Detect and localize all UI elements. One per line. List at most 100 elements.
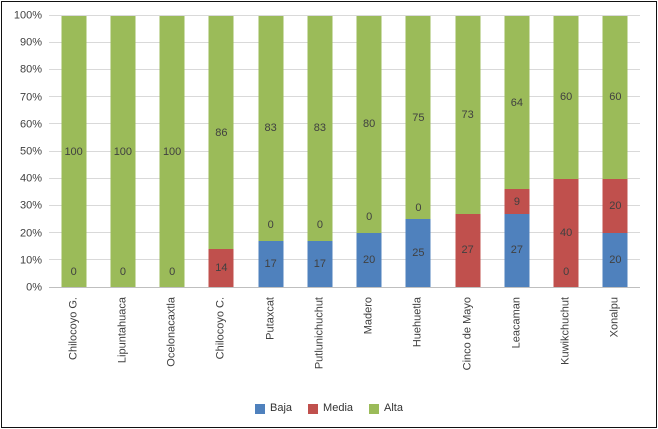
legend-marker-baja xyxy=(255,403,266,414)
x-axis: Chilocoyo G. Lipuntahuaca Ocelonacaxtla Chi… xyxy=(49,293,640,391)
category-slot: 64 9 27 xyxy=(492,16,541,287)
x-category-label: Lipuntahuaca xyxy=(116,297,129,364)
x-label-slot: Kuwikchuchut xyxy=(542,293,591,391)
x-label-slot: Madero xyxy=(345,293,394,391)
gridline-40 xyxy=(49,177,640,179)
bar-segment-media xyxy=(504,189,530,214)
stacked-bar xyxy=(307,16,333,287)
x-label-slot: Chilocoyo C. xyxy=(197,293,246,391)
x-category-label: Chilocoyo G. xyxy=(67,297,80,360)
y-axis: 0% 10% 20% 30% 40% 50% 60% 70% 80% 90% 100% xyxy=(2,10,45,294)
y-tick-label: 90% xyxy=(19,36,42,49)
stacked-bar xyxy=(455,16,481,287)
bar-segment-alta xyxy=(159,16,185,287)
bar-segment-baja xyxy=(504,213,530,287)
x-label-slot: Lipuntahuaca xyxy=(98,293,147,391)
stacked-bar xyxy=(61,16,87,287)
bar-segment-media xyxy=(208,249,234,287)
stacked-bar xyxy=(208,16,234,287)
gridline-20 xyxy=(49,231,640,233)
stacked-bar xyxy=(405,16,431,287)
category-slot: 73 27 xyxy=(443,16,492,287)
x-category-label: Cinco de Mayo xyxy=(461,297,474,371)
stacked-bar xyxy=(602,16,628,287)
legend-label: Alta xyxy=(384,402,403,414)
bar-segment-media xyxy=(553,178,579,287)
gridline-30 xyxy=(49,204,640,206)
bar-segment-alta xyxy=(405,16,431,220)
y-tick-label: 70% xyxy=(19,91,42,104)
bar-segment-baja xyxy=(258,240,284,287)
bar-segment-alta xyxy=(455,16,481,214)
category-slot: 60 40 0 xyxy=(542,16,591,287)
stacked-bar xyxy=(258,16,284,287)
y-tick-label: 100% xyxy=(13,9,42,22)
x-label-slot: Huehuetla xyxy=(394,293,443,391)
x-category-label: Madero xyxy=(362,297,375,335)
category-slot: 86 14 xyxy=(197,16,246,287)
gridline-80 xyxy=(49,69,640,71)
category-slot: 60 20 20 xyxy=(591,16,640,287)
bar-segment-alta xyxy=(356,16,382,233)
y-tick-label: 60% xyxy=(19,118,42,131)
legend-marker-media xyxy=(308,403,319,414)
x-label-slot: Ocelonacaxtla xyxy=(148,293,197,391)
gridline-60 xyxy=(49,123,640,125)
bar-segment-alta xyxy=(504,16,530,190)
bar-segment-media xyxy=(455,213,481,287)
legend: Baja Media Alta xyxy=(2,403,656,414)
y-tick-label: 30% xyxy=(19,199,42,212)
x-label-slot: Chilocoyo G. xyxy=(49,293,98,391)
bar-segment-alta xyxy=(258,16,284,241)
bar-segment-alta xyxy=(602,16,628,179)
gridline-70 xyxy=(49,96,640,98)
stacked-bar xyxy=(356,16,382,287)
stacked-bar xyxy=(159,16,185,287)
category-slot: 83 0 17 xyxy=(295,16,344,287)
x-label-slot: Cinco de Mayo xyxy=(443,293,492,391)
bar-segment-baja xyxy=(356,232,382,287)
bar-segment-alta xyxy=(208,16,234,250)
stacked-bar xyxy=(110,16,136,287)
stacked-bar xyxy=(504,16,530,287)
category-slot: 100 0 xyxy=(98,16,147,287)
legend-item-alta: Alta xyxy=(369,403,403,414)
legend-item-media: Media xyxy=(308,403,353,414)
legend-marker-alta xyxy=(369,403,380,414)
x-category-label: Xonalpu xyxy=(608,297,621,338)
gridline-50 xyxy=(49,150,640,152)
plot-area: 100 0 100 0 100 0 86 14 83 0 17 83 0 17 80 0 20 75 0 25 73 27… xyxy=(49,15,640,288)
x-label-slot: Xonalpu xyxy=(591,293,640,391)
y-tick-label: 80% xyxy=(19,63,42,76)
x-label-slot: Leacaman xyxy=(492,293,541,391)
category-slot: 100 0 xyxy=(49,16,98,287)
bar-segment-baja xyxy=(405,219,431,287)
x-category-label: Ocelonacaxtla xyxy=(165,297,178,367)
gridline-10 xyxy=(49,258,640,260)
bars-container: 100 0 100 0 100 0 86 14 83 0 17 83 0 17 80 0 20 75 0 25 73 27… xyxy=(49,16,640,287)
x-label-slot: Putaxcat xyxy=(246,293,295,391)
bar-segment-alta xyxy=(61,16,87,287)
bar-segment-alta xyxy=(110,16,136,287)
bar-segment-baja xyxy=(307,240,333,287)
category-slot: 100 0 xyxy=(148,16,197,287)
y-tick-label: 40% xyxy=(19,172,42,185)
gridline-90 xyxy=(49,42,640,44)
y-tick-label: 0% xyxy=(26,281,42,294)
x-category-label: Leacaman xyxy=(510,297,523,349)
x-category-label: Huehuetla xyxy=(411,297,424,348)
y-tick-label: 50% xyxy=(19,145,42,158)
x-category-label: Putaxcat xyxy=(264,297,277,340)
bar-segment-alta xyxy=(307,16,333,241)
legend-label: Baja xyxy=(270,402,293,414)
category-slot: 80 0 20 xyxy=(345,16,394,287)
x-category-label: Chilocoyo C. xyxy=(214,297,227,360)
y-tick-label: 10% xyxy=(19,254,42,267)
category-slot: 83 0 17 xyxy=(246,16,295,287)
gridline-100 xyxy=(49,15,640,16)
y-tick-label: 20% xyxy=(19,227,42,240)
x-label-slot: Putlunichuchut xyxy=(295,293,344,391)
bar-segment-alta xyxy=(553,16,579,179)
stacked-bar xyxy=(553,16,579,287)
